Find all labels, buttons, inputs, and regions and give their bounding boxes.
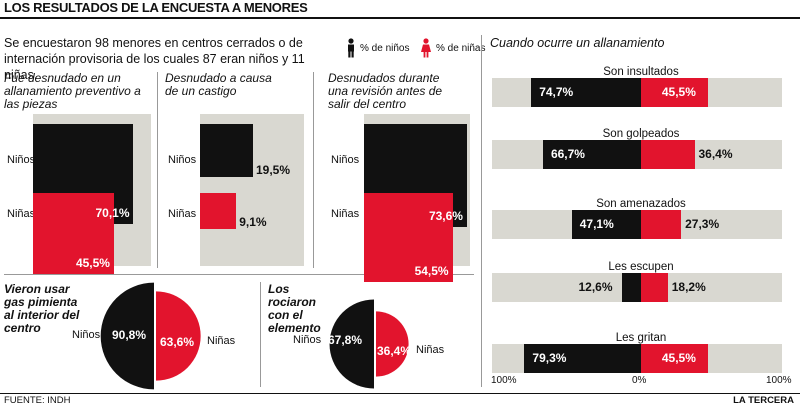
axis-tick-right: 100% (766, 375, 792, 386)
bar-girls-value: 27,3% (685, 217, 720, 231)
square-chart-1-boys-label: Niños (7, 154, 36, 166)
square-chart-2-boys-label: Niños (168, 154, 197, 166)
pie-chart-2-girls-half (376, 311, 409, 377)
bar-boys-value: 79,3% (532, 351, 567, 365)
pie-chart-2-title: Los rociaron con el elemento (268, 282, 321, 335)
legend-boys: % de niños (346, 38, 409, 58)
bar-category-label: Son golpeados (602, 128, 680, 140)
square-chart-2-girls-value: 9,1% (239, 215, 267, 230)
pie-chart-1-girls-half (156, 291, 201, 381)
axis-tick-left: 100% (491, 375, 517, 386)
pie-chart-1-girls-label: Niñas (207, 335, 236, 347)
square-chart-3-girls-value: 54,5% (414, 263, 449, 278)
source-note: FUENTE: INDH (4, 395, 71, 406)
pie-chart-2-girls-label: Niñas (416, 344, 445, 356)
bar-boys-segment (622, 273, 641, 302)
bar-girls-value: 45,5% (661, 351, 696, 365)
divider-horizontal (4, 274, 474, 275)
bar-boys-value: 47,1% (579, 217, 614, 231)
brand-logo: LA TERCERA (733, 395, 794, 406)
square-chart-1-boys-value: 70,1% (95, 206, 130, 221)
bar-girls-segment (641, 78, 708, 107)
bar-girls-segment (641, 210, 682, 239)
square-chart-2-boys-value: 19,5% (255, 162, 291, 177)
bar-girls-segment (641, 273, 668, 302)
divider-col-2 (313, 72, 314, 268)
divider-pies (260, 282, 261, 387)
bar-girls-value: 45,5% (661, 85, 696, 99)
boy-figure-icon (348, 38, 354, 58)
axis-tick-center: 0% (632, 375, 647, 386)
square-chart-3-girls-square (364, 193, 453, 282)
bar-girls-segment (641, 344, 708, 373)
pie-chart-2-boys-value: 67,8% (328, 333, 363, 347)
square-chart-3-title: Desnudados durante una revisión antes de… (328, 71, 443, 111)
girl-figure-icon (421, 38, 431, 58)
pie-chart-1-boys-value: 90,8% (112, 328, 147, 342)
bar-boys-value: 74,7% (539, 85, 574, 99)
legend-boys-label: % de niños (360, 42, 410, 54)
square-chart-2-girls-square (200, 193, 237, 230)
bar-category-label: Son amenazados (596, 198, 686, 210)
square-chart-3-boys-value: 73,6% (428, 208, 463, 223)
square-chart-2-title: Desnudado a causa de un castigo (165, 71, 272, 98)
bar-boys-segment (542, 140, 641, 169)
bar-girls-segment (641, 140, 695, 169)
diverging-chart-title: Cuando ocurre un allanamiento (490, 36, 665, 50)
square-chart-1-girls-square (33, 193, 114, 274)
footer-rule (0, 393, 800, 394)
pie-chart-1-boys-label: Niños (72, 329, 101, 341)
bar-boys-value: 66,7% (550, 147, 585, 161)
bar-category-label: Les gritan (615, 332, 667, 344)
square-chart-3-boys-label: Niños (331, 154, 360, 166)
pie-chart-2-boys-label: Niños (293, 334, 322, 346)
square-chart-1-girls-label: Niñas (7, 208, 36, 220)
square-chart-2-girls-label: Niñas (168, 208, 197, 220)
bar-category-label: Son insultados (603, 66, 679, 78)
bar-boys-segment (531, 78, 641, 107)
page-title: LOS RESULTADOS DE LA ENCUESTA A MENORES (4, 0, 308, 15)
divider-col-1 (157, 72, 158, 268)
bar-boys-segment (571, 210, 641, 239)
square-chart-3-girls-label: Niñas (331, 208, 360, 220)
square-chart-2-boys-square (200, 124, 253, 177)
square-chart-1-title: Fue desnudado en un allanamiento prevent… (4, 71, 141, 111)
bar-category-label: Les escupen (608, 261, 674, 273)
bar-boys-segment (524, 344, 641, 373)
pie-chart-2-boys-half (329, 299, 374, 389)
pie-chart-1-boys-half (100, 282, 154, 390)
title-rule (0, 17, 800, 19)
legend-girls-label: % de niñas (436, 42, 486, 54)
bar-girls-value: 18,2% (671, 280, 706, 294)
pie-chart-1-title: Vieron usar gas pimienta al interior del… (4, 282, 80, 335)
bar-girls-value: 36,4% (698, 147, 733, 161)
pie-chart-1-girls-value: 63,6% (160, 335, 195, 349)
square-chart-1-girls-value: 45,5% (75, 255, 110, 270)
legend-girls: % de niñas (420, 38, 485, 58)
intro-text: Se encuestaron 98 menores en centros cer… (4, 36, 305, 82)
bar-boys-value: 12,6% (578, 280, 613, 294)
divider-right (481, 35, 482, 387)
pie-chart-2-girls-value: 36,4% (377, 344, 412, 358)
